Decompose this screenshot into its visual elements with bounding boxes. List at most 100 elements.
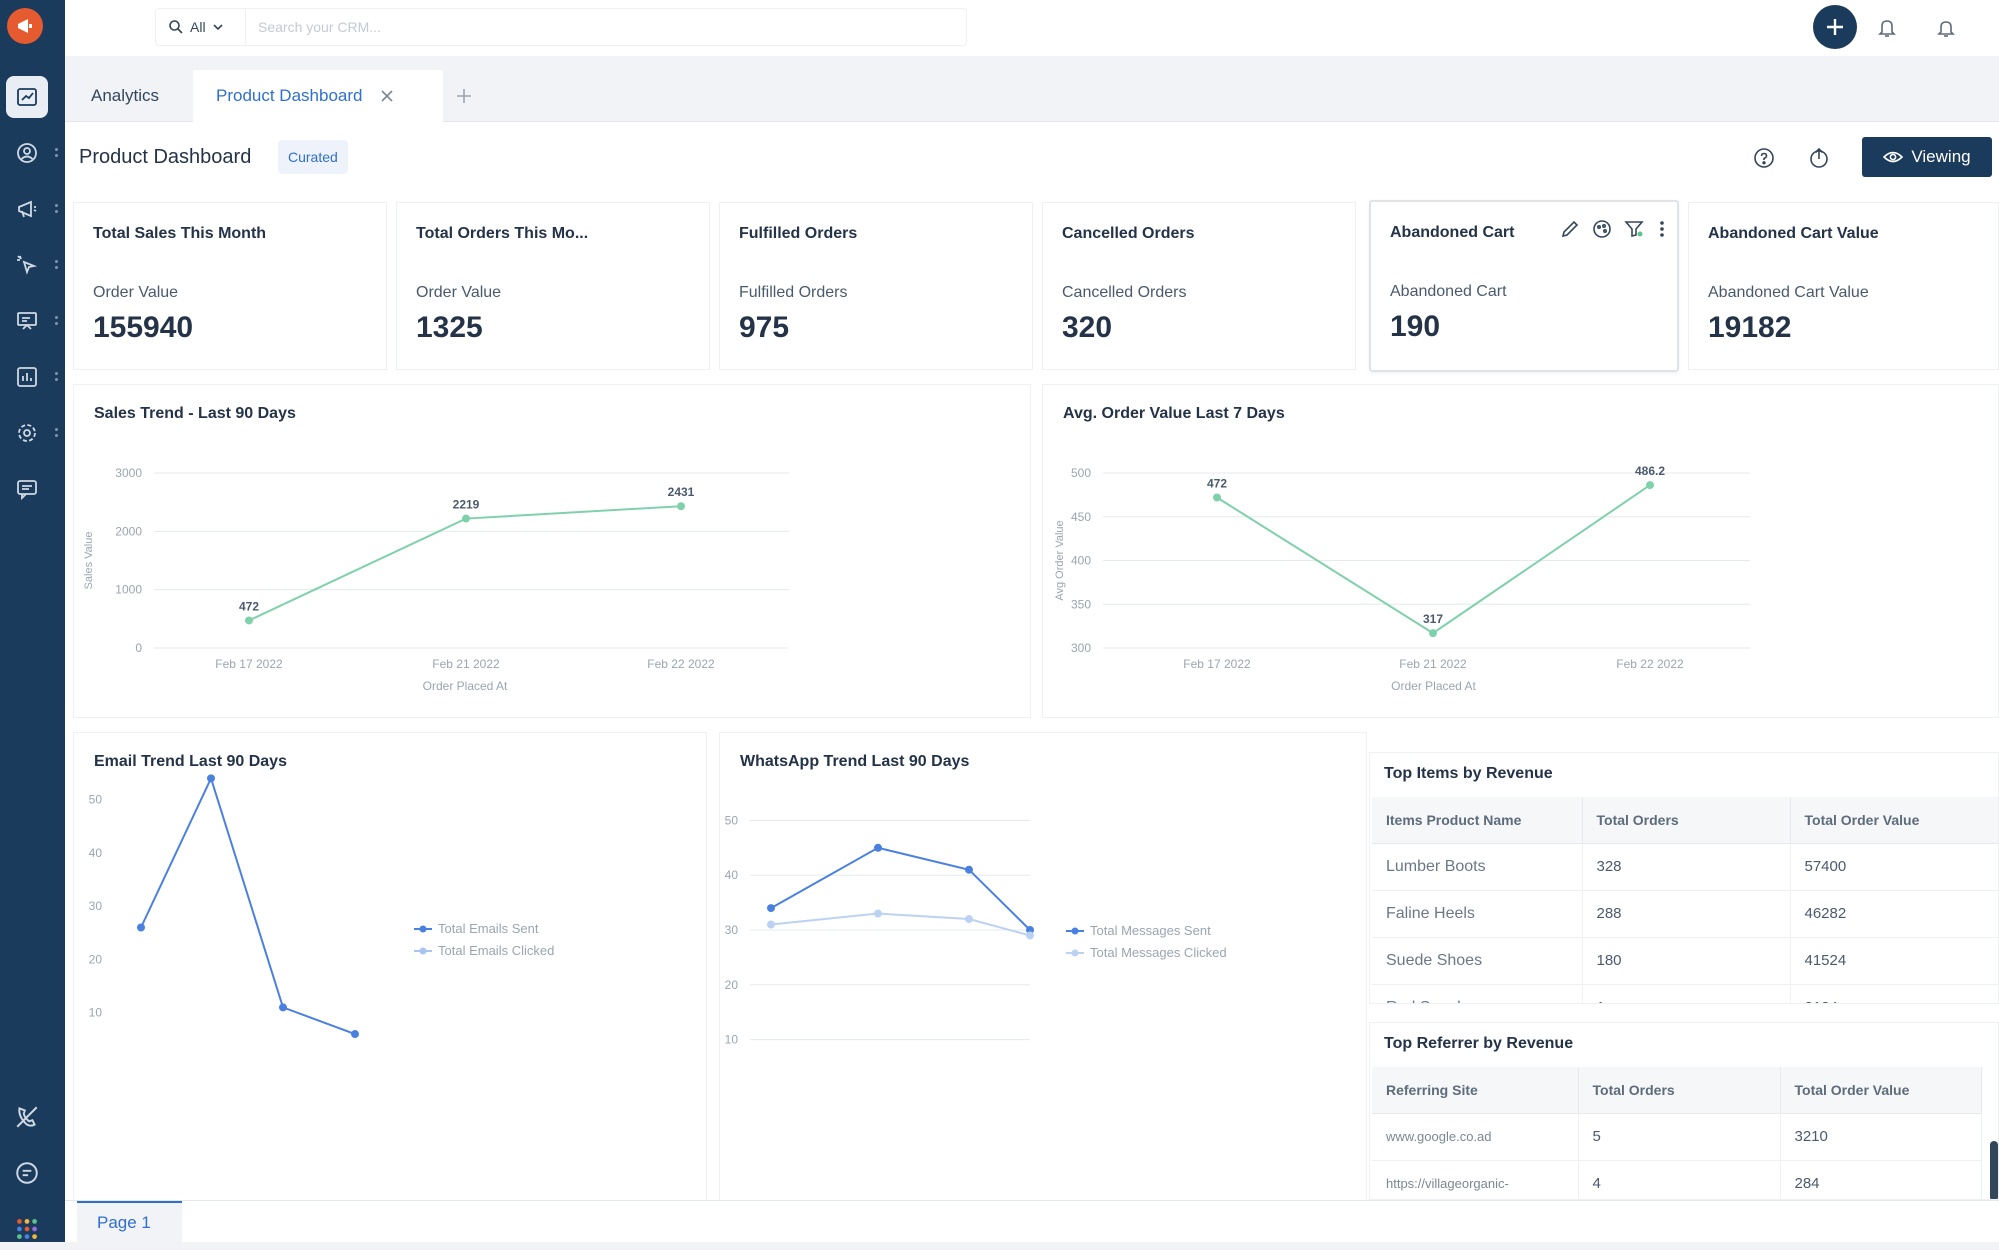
automation-icon — [17, 255, 38, 275]
messages-icon — [17, 480, 37, 501]
sidebar-item-marketing[interactable] — [6, 188, 48, 230]
kpi-label: Fulfilled Orders — [739, 284, 848, 301]
top-items-table-card[interactable]: Top Items by Revenue Items Product Name … — [1369, 752, 1999, 1004]
referrer-site: www.google.co.ad — [1372, 1113, 1579, 1161]
column-header[interactable]: Total Order Value — [1780, 1067, 1982, 1114]
table-row[interactable]: www.google.co.ad 5 3210 — [1372, 1113, 1982, 1161]
sidebar-more-dots[interactable] — [55, 428, 59, 444]
chart-title: Sales Trend - Last 90 Days — [94, 405, 296, 422]
presentation-icon — [17, 312, 37, 330]
kpi-card[interactable]: Abandoned Cart Value Abandoned Cart Valu… — [1688, 202, 1999, 370]
kpi-card[interactable]: Cancelled Orders Cancelled Orders 320 — [1042, 202, 1356, 370]
column-header[interactable]: Total Order Value — [1790, 797, 1998, 844]
sidebar-item-reports[interactable] — [6, 356, 48, 398]
x-axis-title: Order Placed At — [1391, 679, 1476, 693]
bell-icon[interactable] — [1932, 14, 1960, 42]
data-label: 472 — [239, 599, 259, 613]
x-tick-label: Feb 22 2022 — [1616, 657, 1684, 671]
kpi-card[interactable]: Total Sales This Month Order Value 15594… — [73, 202, 387, 370]
column-header[interactable]: Total Orders — [1578, 1067, 1781, 1114]
kpi-card-selected[interactable]: Abandoned Cart Abandoned Cart 190 — [1369, 200, 1679, 372]
sidebar-item-chat[interactable] — [6, 1152, 48, 1194]
sidebar-item-calls[interactable] — [6, 1096, 48, 1138]
phone-off-icon — [16, 1106, 38, 1128]
scrollbar[interactable] — [1990, 1141, 1998, 1199]
data-point — [245, 616, 253, 625]
page-tab[interactable]: Page 1 — [77, 1201, 182, 1243]
table-row[interactable]: Suede Shoes 180 41524 — [1372, 937, 1998, 985]
quick-add-button[interactable] — [1813, 5, 1857, 49]
kpi-card[interactable]: Fulfilled Orders Fulfilled Orders 975 — [719, 202, 1033, 370]
sidebar-item-messages[interactable] — [6, 468, 48, 510]
sidebar-more-dots[interactable] — [55, 204, 59, 220]
close-icon[interactable] — [380, 89, 394, 103]
whatsapp-trend-chart[interactable]: WhatsApp Trend Last 90 Days 10 20 30 40 50 To… — [719, 732, 1367, 1202]
item-name: Lumber Boots — [1372, 843, 1583, 891]
table-row[interactable]: Faline Heels 288 46282 — [1372, 890, 1998, 938]
table-row[interactable]: https://villageorganic- 4 284 — [1372, 1160, 1982, 1199]
y-tick-label: 50 — [725, 813, 739, 827]
more-vertical-icon[interactable] — [1655, 218, 1669, 240]
kpi-card[interactable]: Total Orders This Mo... Order Value 1325 — [396, 202, 710, 370]
legend-label: Total Emails Clicked — [438, 943, 554, 958]
sidebar-item-dashboard[interactable] — [6, 76, 48, 118]
help-icon[interactable] — [1750, 144, 1778, 172]
palette-icon[interactable] — [1591, 218, 1613, 240]
series-line — [248, 505, 682, 622]
app-logo-icon[interactable] — [7, 8, 43, 44]
data-point — [677, 502, 685, 511]
legend-label: Total Messages Clicked — [1090, 945, 1227, 960]
sidebar-more-dots[interactable] — [55, 372, 59, 388]
table-row[interactable]: Lumber Boots 328 57400 — [1372, 843, 1998, 891]
global-search: All — [155, 8, 967, 46]
legend-marker — [419, 947, 427, 955]
megaphone-icon — [18, 200, 37, 218]
sidebar-more-dots[interactable] — [55, 260, 59, 276]
export-icon[interactable] — [1805, 144, 1833, 172]
sidebar — [0, 0, 65, 1242]
data-point — [351, 1030, 359, 1039]
search-scope-dropdown[interactable]: All — [156, 9, 246, 45]
viewing-mode-button[interactable]: Viewing — [1862, 137, 1992, 177]
search-input[interactable] — [246, 9, 966, 45]
y-tick-label: 40 — [89, 846, 103, 860]
x-tick-label: Feb 22 2022 — [647, 657, 715, 671]
filter-icon[interactable] — [1623, 218, 1645, 240]
item-orders: 288 — [1582, 890, 1791, 938]
kpi-label: Order Value — [416, 284, 502, 301]
tab-analytics[interactable]: Analytics — [77, 70, 173, 122]
kpi-value: 190 — [1390, 310, 1441, 343]
kpi-title: Total Sales This Month — [93, 225, 267, 242]
referrer-site: https://villageorganic- — [1372, 1160, 1579, 1199]
add-tab-button[interactable] — [455, 70, 473, 122]
sidebar-item-automation[interactable] — [6, 244, 48, 286]
item-value: 46282 — [1790, 890, 1998, 938]
chart-title: Email Trend Last 90 Days — [94, 753, 287, 770]
top-referrer-table: Referring Site Total Orders Total Order … — [1372, 1067, 1982, 1199]
kpi-title: Fulfilled Orders — [739, 225, 858, 242]
sidebar-item-settings[interactable] — [6, 412, 48, 454]
curated-badge: Curated — [278, 140, 348, 174]
edit-pencil-icon[interactable] — [1559, 218, 1581, 240]
data-point — [874, 909, 882, 918]
column-header[interactable]: Items Product Name — [1372, 797, 1583, 844]
email-trend-chart[interactable]: Email Trend Last 90 Days 10 20 30 40 50 Total… — [73, 732, 707, 1202]
sidebar-item-apps[interactable] — [6, 1208, 48, 1250]
sidebar-more-dots[interactable] — [55, 316, 59, 332]
data-point — [279, 1003, 287, 1012]
column-header[interactable]: Referring Site — [1372, 1067, 1579, 1114]
notifications-bell-icon[interactable] — [1873, 14, 1901, 42]
chat-icon — [16, 1162, 38, 1184]
top-referrer-table-card[interactable]: Top Referrer by Revenue Referring Site T… — [1369, 1022, 1999, 1200]
kpi-label: Abandoned Cart Value — [1708, 284, 1869, 301]
sidebar-item-contacts[interactable] — [6, 132, 48, 174]
avg-order-value-chart[interactable]: Avg. Order Value Last 7 Days 300 350 400 45… — [1042, 384, 1999, 718]
kpi-value: 1325 — [416, 311, 483, 344]
sales-trend-chart[interactable]: Sales Trend - Last 90 Days 0 1000 2000 3000… — [73, 384, 1031, 718]
table-row[interactable]: Red Sneakers 1 2124 — [1372, 984, 1998, 1003]
tab-product-dashboard[interactable]: Product Dashboard — [193, 70, 443, 122]
sidebar-item-presentation[interactable] — [6, 300, 48, 342]
chart-title: WhatsApp Trend Last 90 Days — [740, 753, 970, 770]
column-header[interactable]: Total Orders — [1582, 797, 1791, 844]
sidebar-more-dots[interactable] — [55, 148, 59, 164]
